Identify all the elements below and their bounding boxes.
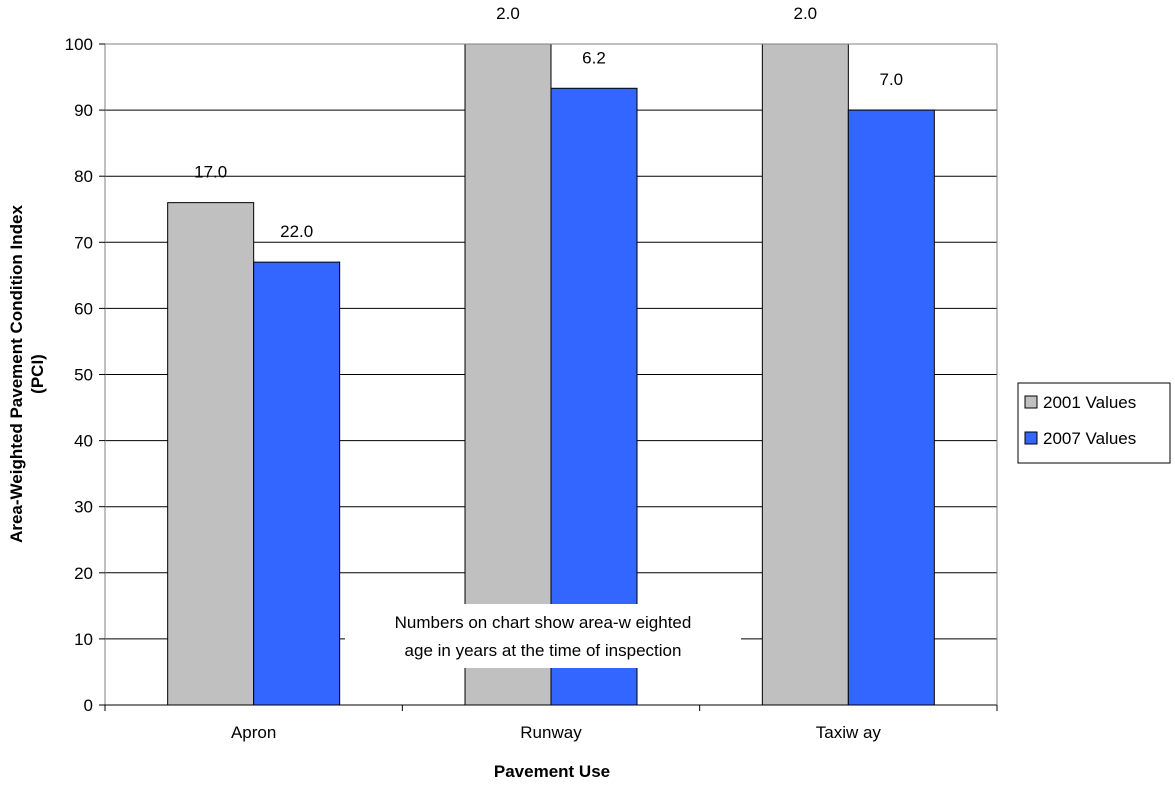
x-tick-labels: Apron Runway Taxiw ay [104,705,998,742]
y-axis-title-line-2: (PCI) [28,354,47,394]
bar-taxiway-series-1 [847,109,935,706]
annotation-box: Numbers on chart show area-w eighted age… [345,604,741,668]
bar-label-taxiway-series-0: 2.0 [794,4,818,23]
legend-swatch-2007 [1024,431,1038,445]
bar-apron-series-0 [167,202,255,706]
y-tick-label-0: 0 [84,696,93,715]
bar-runway-series-1 [550,87,638,706]
bar-label-taxiway-series-1: 7.0 [880,70,904,89]
bar-data-labels: 17.0 22.0 2.0 6.2 2.0 7.0 [194,4,903,241]
legend-swatch-2001 [1024,395,1038,409]
legend-label-2001: 2001 Values [1043,393,1136,412]
y-tick-label-60: 60 [74,299,93,318]
bar-apron-series-1 [253,261,341,706]
legend-label-2007: 2007 Values [1043,429,1136,448]
x-tick-label-0: Apron [231,723,276,742]
bar-label-apron-series-0: 17.0 [194,163,227,182]
legend: 2001 Values 2007 Values [1017,382,1171,464]
bar-taxiway-series-0 [761,43,849,706]
annotation-line-2: age in years at the time of inspection [405,641,682,660]
y-tick-label-30: 30 [74,498,93,517]
y-tick-label-100: 100 [65,35,93,54]
y-tick-label-10: 10 [74,630,93,649]
y-tick-label-70: 70 [74,233,93,252]
y-axis-title: Area-Weighted Pavement Condition Index (… [7,205,47,543]
bar-label-runway-series-1: 6.2 [582,48,606,67]
y-tick-labels: 0 10 20 30 40 50 60 70 80 90 100 [65,35,105,715]
annotation-line-1: Numbers on chart show area-w eighted [395,613,692,632]
y-tick-label-50: 50 [74,366,93,385]
y-tick-label-40: 40 [74,432,93,451]
legend-box [1017,382,1171,464]
bar-label-runway-series-0: 2.0 [496,4,520,23]
x-tick-label-2: Taxiw ay [816,723,882,742]
bar-label-apron-series-1: 22.0 [280,222,313,241]
x-axis-title: Pavement Use [494,762,610,781]
y-tick-label-80: 80 [74,167,93,186]
x-tick-label-1: Runway [520,723,582,742]
y-tick-label-20: 20 [74,564,93,583]
y-tick-label-90: 90 [74,101,93,120]
y-axis-title-line-1: Area-Weighted Pavement Condition Index [7,205,26,543]
